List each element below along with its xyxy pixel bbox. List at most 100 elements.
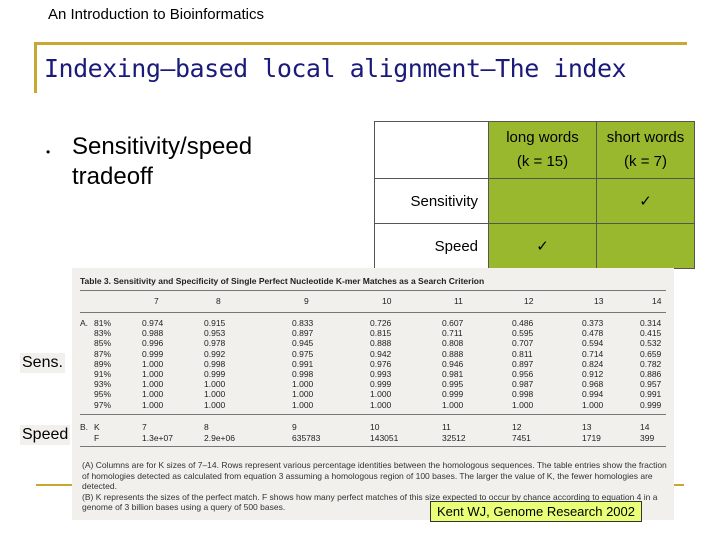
figure-cell: 0.824 xyxy=(582,358,604,369)
figure-cell: 0.991 xyxy=(640,389,662,400)
figure-cell: 0.956 xyxy=(512,369,534,379)
figure-cell: F xyxy=(94,432,100,443)
figure-k-header: 10 xyxy=(382,296,392,306)
figure-cell: 0.953 xyxy=(204,328,226,339)
figure-cell: 1.000 xyxy=(582,399,604,410)
figure-cell: 0.486 xyxy=(512,318,534,328)
figure-cell: 0.993 xyxy=(370,369,392,379)
figure-cell: 83% xyxy=(94,328,112,339)
citation: Kent WJ, Genome Research 2002 xyxy=(430,501,642,522)
figure-cell: 0.815 xyxy=(370,328,392,339)
figure-cell: 1.000 xyxy=(442,399,464,410)
figure-cell: 7451 xyxy=(512,432,531,443)
figure-cell: 399 xyxy=(640,432,655,443)
figure-cell: 0.782 xyxy=(640,358,662,369)
figure-cell: 0.373 xyxy=(582,318,604,328)
figure-cell: 0.915 xyxy=(204,318,226,328)
corner-cell xyxy=(374,121,489,179)
figure-cell: 0.957 xyxy=(640,379,662,390)
figure-cell: 0.594 xyxy=(582,338,604,349)
figure-cell: 14 xyxy=(640,422,650,432)
figure-cell: B. xyxy=(80,422,89,432)
figure-title: Table 3. Sensitivity and Specificity of … xyxy=(80,276,485,286)
figure-cell: 0.975 xyxy=(292,348,314,359)
figure-k-header: 12 xyxy=(524,296,534,306)
title-frame xyxy=(34,42,687,93)
figure-cell: 0.992 xyxy=(204,348,226,359)
figure-cell: 0.808 xyxy=(442,338,464,349)
figure-cell: 0.968 xyxy=(582,379,604,390)
figure-k-header: 7 xyxy=(154,296,159,306)
figure-cell: 0.707 xyxy=(512,338,534,349)
figure-rule xyxy=(80,414,666,415)
figure-cell: 635783 xyxy=(292,432,321,443)
figure-cell: 0.897 xyxy=(292,328,314,339)
figure-k-header: 13 xyxy=(594,296,604,306)
figure-cell: 0.607 xyxy=(442,318,464,328)
figure-cell: 8 xyxy=(204,422,209,432)
speed-label: Speed xyxy=(374,223,489,269)
figure-cell: 11 xyxy=(442,422,451,432)
figure-cell: 0.946 xyxy=(442,358,464,369)
figure-cell: K xyxy=(94,422,100,432)
figure-cell: 0.711 xyxy=(442,328,463,339)
figure-cell: 1.000 xyxy=(142,399,164,410)
figure-cell: 97% xyxy=(94,399,112,410)
bullet-text: Sensitivity/speed tradeoff xyxy=(72,133,253,190)
figure-cell: 0.888 xyxy=(442,348,464,359)
figure-rule xyxy=(80,290,666,291)
figure-cell: A. xyxy=(80,318,89,328)
figure-cell: 32512 xyxy=(442,432,466,443)
note-b: (B) K represents the sizes of the perfec… xyxy=(82,491,658,513)
figure-cell: 0.833 xyxy=(292,318,314,328)
figure-cell: 1.000 xyxy=(204,399,226,410)
figure-cell: 1.000 xyxy=(142,389,164,400)
figure-cell: 0.976 xyxy=(370,358,392,369)
figure-k-header: 8 xyxy=(216,296,221,306)
figure-cell: 0.714 xyxy=(582,348,604,359)
figure-cell: 1.000 xyxy=(370,389,392,400)
figure-cell: 0.974 xyxy=(142,318,164,328)
figure-k-header: 11 xyxy=(454,296,463,306)
figure-cell: 1.000 xyxy=(142,358,164,369)
figure-notes: (A) Columns are for K sizes of 7–14. Row… xyxy=(82,460,672,513)
figure-cell: 0.659 xyxy=(640,348,662,359)
long-words-header: long words (k = 15) xyxy=(488,121,597,179)
sensitivity-label: Sensitivity xyxy=(374,178,489,224)
figure-cell: 0.988 xyxy=(142,328,164,339)
speed-long-check: ✓ xyxy=(488,223,597,269)
sensitivity-long-cell xyxy=(488,178,597,224)
figure-cell: 0.886 xyxy=(640,369,662,379)
figure-cell: 1719 xyxy=(582,432,601,443)
figure-cell: 95% xyxy=(94,389,112,400)
figure-cell: 9 xyxy=(292,422,297,432)
note-a: (A) Columns are for K sizes of 7–14. Row… xyxy=(82,460,667,491)
short-words-label: short words xyxy=(606,129,685,146)
figure-cell: 85% xyxy=(94,338,112,349)
short-words-k: (k = 7) xyxy=(624,153,667,170)
figure-cell: 1.000 xyxy=(292,389,314,400)
course-header: An Introduction to Bioinformatics xyxy=(48,6,264,23)
figure-cell: 0.987 xyxy=(512,379,534,390)
figure-cell: 0.811 xyxy=(512,348,533,359)
figure-cell: 10 xyxy=(370,422,380,432)
figure-cell: 0.998 xyxy=(292,369,314,379)
figure-cell: 0.998 xyxy=(512,389,534,400)
speed-side-label: Speed xyxy=(20,425,71,445)
short-words-header: short words (k = 7) xyxy=(596,121,695,179)
figure-cell: 0.994 xyxy=(582,389,604,400)
figure-cell: 1.000 xyxy=(142,379,164,390)
sensitivity-short-check: ✓ xyxy=(596,178,695,224)
figure-cell: 1.000 xyxy=(370,399,392,410)
long-words-label: long words xyxy=(506,129,579,146)
figure-cell: 0.415 xyxy=(640,328,662,339)
figure-k-header: 9 xyxy=(304,296,309,306)
figure-cell: 0.998 xyxy=(204,358,226,369)
tradeoff-table: long words (k = 15) short words (k = 7) … xyxy=(374,121,695,269)
figure-rule xyxy=(80,312,666,313)
figure-cell: 0.999 xyxy=(370,379,392,390)
figure-k-header: 14 xyxy=(652,296,662,306)
figure-cell: 0.999 xyxy=(442,389,464,400)
figure-cell: 1.3e+07 xyxy=(142,432,173,443)
figure-cell: 0.999 xyxy=(142,348,164,359)
